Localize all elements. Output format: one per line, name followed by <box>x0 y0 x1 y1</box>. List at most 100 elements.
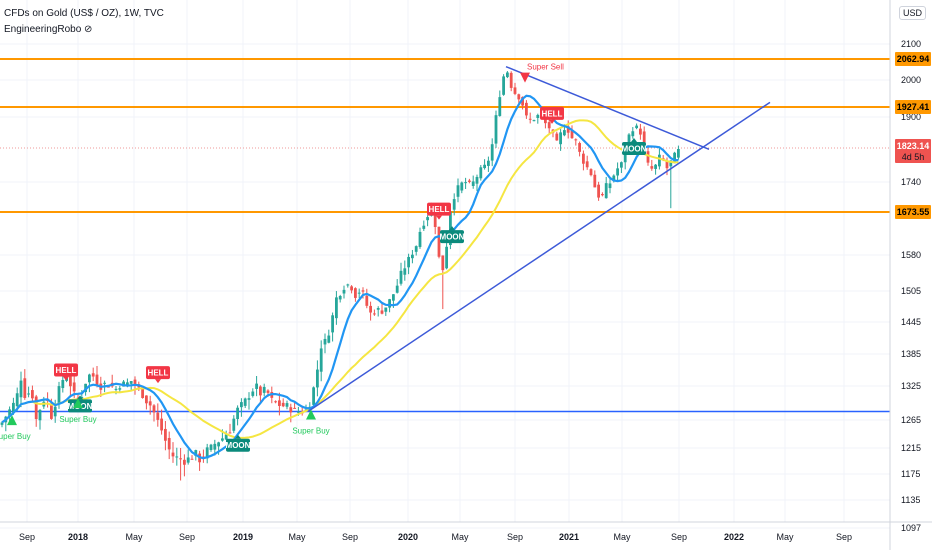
tag-pointer <box>631 137 637 142</box>
candle-body <box>650 166 654 169</box>
y-tick-label: 1325 <box>901 381 921 391</box>
x-tick-label: 2020 <box>398 532 418 542</box>
y-tick-label: 1900 <box>901 112 921 122</box>
moon-tag: MOON <box>226 434 251 452</box>
candle-body <box>536 114 540 118</box>
candle-body <box>601 194 604 196</box>
trendline <box>505 65 710 150</box>
candle-body <box>608 183 612 189</box>
trendlines <box>307 65 771 413</box>
candle-body <box>460 182 464 191</box>
tag-box <box>226 438 250 452</box>
candle-body <box>498 97 502 116</box>
candle-body <box>669 160 673 167</box>
candle-body <box>525 102 528 116</box>
sell-arrow <box>520 72 530 83</box>
current-price-tag <box>895 139 931 163</box>
candle-body <box>72 382 76 392</box>
candle-body <box>380 310 384 314</box>
signal-label: Super Sell <box>527 63 564 72</box>
candle-body <box>418 231 422 247</box>
price-level-label: 1927.41 <box>897 102 930 112</box>
candle-body <box>217 442 220 447</box>
candle-body <box>12 402 15 413</box>
tag-pointer <box>235 434 241 439</box>
candle-body <box>354 288 357 298</box>
candle-body <box>509 72 513 88</box>
super-buy-signal: Super Buy <box>59 398 97 424</box>
candle-body <box>528 118 532 120</box>
x-tick-label: May <box>776 532 794 542</box>
candle-body <box>152 405 156 413</box>
candle-body <box>118 388 122 390</box>
currency-badge[interactable]: USD <box>898 6 926 20</box>
candle-body <box>114 388 118 390</box>
fast-ma-line <box>1 94 679 460</box>
candle-body <box>490 144 494 161</box>
candle-body <box>236 407 239 420</box>
candle-body <box>350 286 353 291</box>
candle-body <box>331 315 334 333</box>
candle-body <box>582 153 585 164</box>
x-tick-label: Sep <box>671 532 687 542</box>
candle-body <box>129 381 133 384</box>
x-tick-label: May <box>288 532 306 542</box>
buy-arrow <box>73 398 83 409</box>
tag-label: MOON <box>226 441 251 450</box>
x-tick-label: 2019 <box>233 532 253 542</box>
candle-body <box>316 369 319 388</box>
candle-body <box>441 255 445 271</box>
candle-body <box>266 390 270 393</box>
candle-body <box>278 400 281 406</box>
candle-body <box>414 246 418 252</box>
super-buy-signal: Super Buy <box>292 409 330 436</box>
candle-body <box>240 402 243 408</box>
candle-body <box>521 96 524 106</box>
tag-box <box>54 363 78 377</box>
price-level-label: 2062.94 <box>897 54 930 64</box>
candle-body <box>27 393 30 395</box>
candle-body <box>15 393 19 407</box>
x-tick-label: May <box>451 532 469 542</box>
candle-body <box>205 447 209 459</box>
y-tick-label: 1385 <box>901 349 921 359</box>
x-tick-label: 2018 <box>68 532 88 542</box>
countdown-label: 4d 5h <box>902 152 925 162</box>
y-tick-label: 2000 <box>901 75 921 85</box>
x-tick-label: May <box>125 532 143 542</box>
candle-body <box>167 437 171 450</box>
candle-body <box>513 87 517 94</box>
moon-tag: MOON <box>622 137 647 155</box>
candle-body <box>251 391 255 396</box>
tag-box <box>540 106 564 120</box>
candle-body <box>209 444 213 451</box>
candle-body <box>335 297 338 319</box>
candle-body <box>107 386 110 388</box>
candle-body <box>95 374 99 385</box>
candle-body <box>160 418 163 431</box>
candle-body <box>297 411 300 413</box>
x-tick-label: Sep <box>19 532 35 542</box>
y-tick-label: 1175 <box>901 469 920 479</box>
candle-body <box>361 290 365 292</box>
x-tick-label: May <box>613 532 631 542</box>
candle-body <box>456 185 460 197</box>
candle-body <box>639 128 642 135</box>
candle-body <box>665 160 669 169</box>
candle-body <box>479 167 483 179</box>
candle-body <box>247 398 251 400</box>
candle-body <box>566 126 570 133</box>
candle-body <box>475 176 479 184</box>
candle-body <box>69 372 72 387</box>
y-tick-label: 1740 <box>901 177 921 187</box>
x-tick-label: 2022 <box>724 532 744 542</box>
candle-body <box>171 452 175 457</box>
indicator-label[interactable]: EngineeringRobo ⊘ <box>4 24 93 35</box>
candle-body <box>559 132 562 145</box>
x-tick-label: Sep <box>836 532 852 542</box>
buy-arrow <box>306 409 316 420</box>
candle-body <box>494 115 498 144</box>
candle-body <box>103 382 106 384</box>
